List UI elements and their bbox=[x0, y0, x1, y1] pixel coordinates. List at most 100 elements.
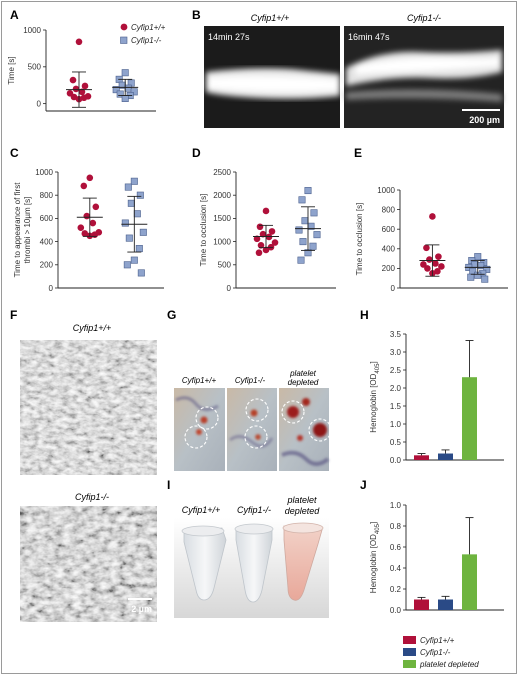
chart-e-point-wt-1 bbox=[423, 244, 430, 252]
chart-c-ytick-label-5: 1000 bbox=[35, 168, 53, 177]
panel-label-d: D bbox=[192, 146, 201, 160]
panel-i-wt-label: Cyfip1+/+ bbox=[182, 505, 221, 515]
panel-b-wt-time: 14min 27s bbox=[208, 32, 250, 42]
chart-h-ytick-label-7: 3.5 bbox=[390, 330, 402, 339]
chart-c-point-wt-2 bbox=[92, 203, 100, 211]
chart-e-point-ko-11 bbox=[481, 275, 489, 283]
chart-d-point-ko-7 bbox=[299, 238, 307, 246]
chart-a-point-ko-6 bbox=[130, 88, 138, 96]
panel-g-wt-circle-1 bbox=[195, 406, 219, 430]
panel-label-i: I bbox=[167, 478, 170, 492]
tube-depleted bbox=[283, 525, 323, 601]
chart-d-point-wt-8 bbox=[267, 243, 275, 251]
panel-i-dep-label-2: depleted bbox=[285, 506, 321, 516]
chart-h-bar-ko bbox=[438, 453, 453, 460]
chart-j-ytick-label-3: 0.6 bbox=[390, 543, 402, 552]
chart-h-ytick-label-4: 2.0 bbox=[390, 384, 402, 393]
chart-c-ytick-label-3: 600 bbox=[40, 214, 54, 223]
chart-a-point-wt-7 bbox=[70, 93, 78, 101]
chart-e-point-wt-4 bbox=[432, 260, 439, 267]
chart-a-point-wt-2 bbox=[81, 82, 89, 90]
panel-b-ko-title: Cyfip1-/- bbox=[407, 13, 441, 23]
tube-wt bbox=[183, 527, 227, 601]
chart-h-hemoglobin-bars: 0.0 0.5 1.0 1.5 2.0 2.5 3.0 3.5 Hemoglobin [OD40… bbox=[369, 330, 504, 465]
chart-d-point-ko-6 bbox=[313, 231, 321, 239]
chart-c-point-ko-4 bbox=[133, 210, 141, 218]
panel-f-wt-title: Cyfip1+/+ bbox=[73, 323, 112, 333]
panel-g-ko-label: Cyfip1-/- bbox=[235, 376, 266, 385]
chart-j-hemoglobin-bars: 0.0 0.2 0.4 0.6 0.8 1.0 Hemoglobin [OD405] bbox=[369, 501, 504, 615]
chart-a-ytick-label-2: 1000 bbox=[23, 26, 41, 35]
chart-e-ytick-label-2: 400 bbox=[382, 245, 396, 254]
panel-g-wt-circle-2 bbox=[184, 425, 208, 449]
chart-a-ylabel: Time [s] bbox=[7, 56, 16, 84]
legend-a-wt-label: Cyfip1+/+ bbox=[131, 23, 166, 32]
chart-e-point-ko-6 bbox=[483, 265, 491, 273]
chart-a-point-ko-5 bbox=[112, 86, 120, 94]
panel-f-ko-title: Cyfip1-/- bbox=[75, 492, 109, 502]
chart-d-ytick-label-1: 500 bbox=[218, 261, 232, 270]
legend-bottom-ko-swatch bbox=[403, 648, 416, 656]
chart-e-point-wt-7 bbox=[424, 265, 431, 272]
panel-b-images: 14min 27s 16min 47s 200 µm bbox=[204, 26, 504, 128]
panel-label-j: J bbox=[360, 478, 367, 492]
chart-d-point-wt-2 bbox=[268, 228, 276, 235]
chart-d-point-ko-1 bbox=[298, 196, 306, 204]
chart-a-point-ko-0 bbox=[121, 69, 129, 77]
panel-g-dep-circle-1 bbox=[281, 400, 305, 424]
legend-a: Cyfip1+/+ Cyfip1-/- bbox=[120, 23, 166, 45]
chart-e-ytick-label-5: 1000 bbox=[377, 186, 395, 195]
chart-j-ytick-label-1: 0.2 bbox=[390, 585, 402, 594]
chart-h-ytick-label-1: 0.5 bbox=[390, 438, 402, 447]
chart-d-point-ko-8 bbox=[309, 242, 317, 250]
chart-d-point-ko-3 bbox=[301, 217, 309, 225]
chart-c-point-ko-9 bbox=[130, 256, 138, 264]
chart-c-point-ko-3 bbox=[127, 199, 135, 207]
chart-d-point-ko-2 bbox=[310, 209, 318, 217]
chart-e-ylabel: Time to occlusion [s] bbox=[355, 203, 364, 276]
chart-a-point-ko-9 bbox=[121, 94, 129, 102]
chart-c-point-ko-7 bbox=[125, 234, 133, 242]
chart-d-point-ko-0 bbox=[304, 187, 312, 195]
chart-d-point-wt-7 bbox=[257, 242, 265, 249]
panel-f-scale-label: 2 µm bbox=[131, 604, 152, 614]
panel-label-e: E bbox=[354, 146, 362, 160]
chart-d-ytick-label-2: 1000 bbox=[213, 237, 231, 246]
panel-f-ko-image bbox=[20, 506, 157, 622]
chart-c-ylabel-line1: Time to appearance of first bbox=[13, 182, 22, 278]
chart-c-first-thrombi-scatter: 0 200 400 600 800 1000 Time to appearance of f… bbox=[13, 168, 164, 293]
panel-label-h: H bbox=[360, 308, 369, 322]
panel-i-dep-label-1: platelet bbox=[286, 495, 317, 505]
chart-d-point-ko-5 bbox=[295, 226, 303, 234]
chart-e-ytick-label-3: 600 bbox=[382, 225, 396, 234]
panel-b-ko-time: 16min 47s bbox=[348, 32, 390, 42]
chart-j-ylabel-end: ] bbox=[369, 522, 378, 524]
panel-f-images: Cyfip1+/+ Cyfip1-/- 2 µm bbox=[20, 323, 157, 622]
chart-e-point-wt-6 bbox=[438, 263, 445, 270]
chart-d-point-wt-10 bbox=[255, 249, 263, 257]
chart-a-point-wt-4 bbox=[78, 88, 86, 96]
chart-e-point-wt-3 bbox=[426, 256, 433, 263]
chart-c-point-wt-5 bbox=[77, 224, 85, 231]
legend-a-wt-marker bbox=[120, 23, 128, 31]
chart-d-point-wt-6 bbox=[271, 239, 279, 246]
legend-bottom-dep-label: platelet depleted bbox=[419, 660, 479, 669]
panel-label-g: G bbox=[167, 308, 176, 322]
chart-e-ytick-label-1: 200 bbox=[382, 264, 396, 273]
panel-g-dep-circle-2 bbox=[308, 418, 332, 442]
chart-e-point-wt-0 bbox=[429, 213, 436, 220]
chart-e-point-wt-8 bbox=[434, 268, 441, 275]
chart-c-ytick-label-2: 400 bbox=[40, 237, 54, 246]
chart-j-bar-dep bbox=[462, 554, 477, 610]
chart-e-ytick-label-0: 0 bbox=[391, 284, 396, 293]
chart-d-ytick-label-4: 2000 bbox=[213, 191, 231, 200]
chart-c-point-wt-3 bbox=[83, 212, 91, 220]
chart-a-point-ko-4 bbox=[124, 84, 132, 92]
panel-label-f: F bbox=[10, 308, 17, 322]
chart-h-ytick-label-5: 2.5 bbox=[390, 366, 402, 375]
legend-bottom: Cyfip1+/+ Cyfip1-/- platelet depleted bbox=[403, 636, 479, 669]
chart-j-bar-wt bbox=[414, 599, 429, 610]
chart-c-point-ko-8 bbox=[135, 245, 143, 253]
chart-c-point-ko-10 bbox=[123, 261, 131, 269]
chart-c-ylabel-line2: thrombi > 10µm [s] bbox=[23, 197, 32, 264]
